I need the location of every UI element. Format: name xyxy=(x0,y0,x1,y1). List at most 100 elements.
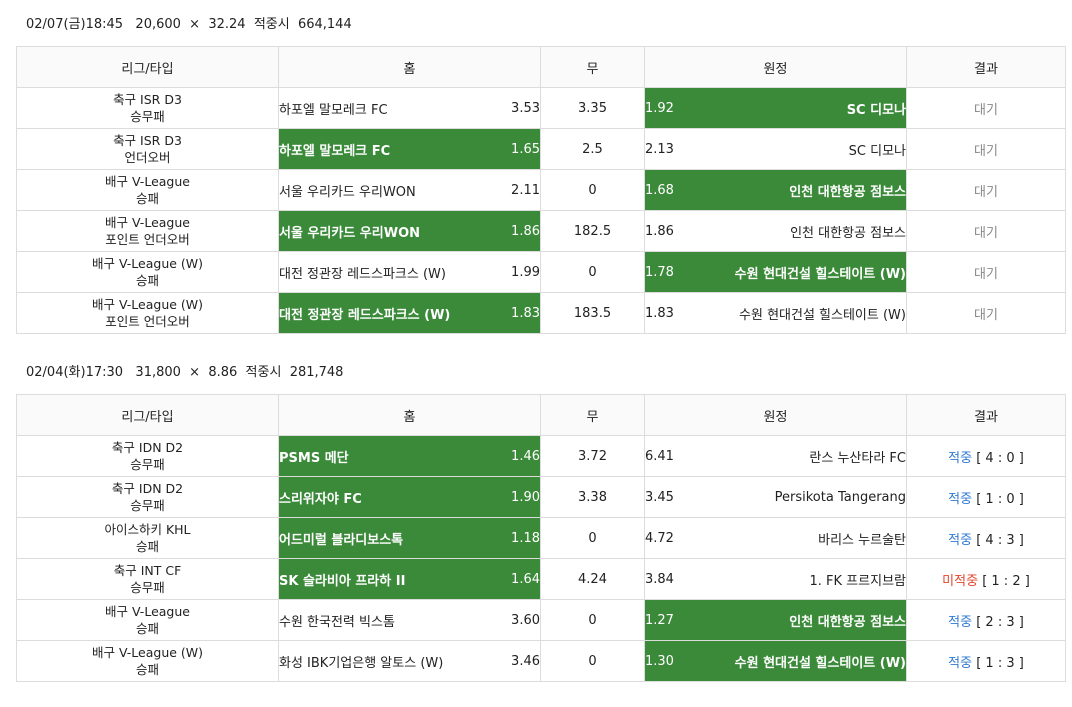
home-cell[interactable]: PSMS 메단 1.46 xyxy=(278,435,541,477)
bet-type: 승패 xyxy=(135,273,159,288)
away-cell[interactable]: 3.45 Persikota Tangerang xyxy=(644,476,907,518)
header-home: 홈 xyxy=(278,394,541,436)
away-team: 수원 현대건설 힐스테이트 (W) xyxy=(734,266,906,282)
away-cell[interactable]: 1.78 수원 현대건설 힐스테이트 (W) xyxy=(644,251,907,293)
result-status: 적중 xyxy=(948,614,973,630)
home-cell[interactable]: 대전 정관장 레드스파크스 (W) 1.83 xyxy=(278,292,541,334)
home-cell[interactable]: 하포엘 말모레크 FC 3.53 xyxy=(278,87,541,129)
away-odds: 3.84 xyxy=(645,571,674,587)
league-name: 축구 INT CF xyxy=(113,563,182,578)
home-team: 하포엘 말모레크 FC xyxy=(279,102,388,118)
result-status: 적중 xyxy=(948,491,973,507)
result-status: 대기 xyxy=(974,307,998,323)
result-cell: 적중 [ 1 : 0 ] xyxy=(906,476,1066,518)
home-cell[interactable]: SK 슬라비아 프라하 II 1.64 xyxy=(278,558,541,600)
away-team: 인천 대한항공 점보스 xyxy=(790,225,906,241)
draw-cell[interactable]: 0 xyxy=(540,169,645,211)
home-team: 수원 한국전력 빅스톰 xyxy=(279,614,395,630)
draw-cell[interactable]: 0 xyxy=(540,517,645,559)
result-status: 미적중 xyxy=(942,573,979,589)
away-cell[interactable]: 3.84 1. FK 프르지브람 xyxy=(644,558,907,600)
league-cell: 아이스하키 KHL 승패 xyxy=(16,517,279,559)
draw-cell[interactable]: 0 xyxy=(540,251,645,293)
home-cell[interactable]: 화성 IBK기업은행 알토스 (W) 3.46 xyxy=(278,640,541,682)
away-cell[interactable]: 6.41 란스 누산타라 FC xyxy=(644,435,907,477)
result-status: 대기 xyxy=(974,143,998,159)
league-name: 축구 IDN D2 xyxy=(111,440,184,455)
table-header-row: 리그/타입 홈 무 원정 결과 xyxy=(16,46,1066,88)
league-cell: 축구 IDN D2 승무패 xyxy=(16,435,279,477)
away-cell[interactable]: 4.72 바리스 누르술탄 xyxy=(644,517,907,559)
league-name: 배구 V-League xyxy=(105,215,190,230)
home-team: SK 슬라비아 프라하 II xyxy=(279,573,406,589)
away-cell[interactable]: 1.83 수원 현대건설 힐스테이트 (W) xyxy=(644,292,907,334)
draw-cell[interactable]: 0 xyxy=(540,640,645,682)
bet-type: 승무패 xyxy=(130,457,165,472)
home-team: 어드미럴 블라디보스톡 xyxy=(279,532,404,548)
draw-cell[interactable]: 3.72 xyxy=(540,435,645,477)
table-row: 배구 V-League 승패 수원 한국전력 빅스톰 3.60 0 1.27 인천 대한항공… xyxy=(16,599,1066,641)
away-wrap: 3.45 Persikota Tangerang xyxy=(645,477,906,517)
bet-table-1: 리그/타입 홈 무 원정 결과 축구 ISR D3 승무패 하포엘 말모레크 FC 3… xyxy=(16,46,1066,334)
bet-summary-1: 02/07(금)18:45 20,600 × 32.24 적중시 664,144 xyxy=(26,17,352,32)
bet-type: 포인트 언더오버 xyxy=(105,232,190,247)
draw-cell[interactable]: 183.5 xyxy=(540,292,645,334)
table-row: 축구 ISR D3 언더오버 하포엘 말모레크 FC 1.65 2.5 2.13 SC 디모… xyxy=(16,128,1066,170)
away-wrap: 1.92 SC 디모나 xyxy=(645,88,906,128)
home-cell[interactable]: 스리위자야 FC 1.90 xyxy=(278,476,541,518)
league-cell: 축구 INT CF 승무패 xyxy=(16,558,279,600)
away-cell[interactable]: 1.30 수원 현대건설 힐스테이트 (W) xyxy=(644,640,907,682)
home-cell[interactable]: 수원 한국전력 빅스톰 3.60 xyxy=(278,599,541,641)
draw-cell[interactable]: 0 xyxy=(540,599,645,641)
away-wrap: 1.83 수원 현대건설 힐스테이트 (W) xyxy=(645,293,906,333)
home-cell[interactable]: 어드미럴 블라디보스톡 1.18 xyxy=(278,517,541,559)
home-cell[interactable]: 하포엘 말모레크 FC 1.65 xyxy=(278,128,541,170)
home-team: 스리위자야 FC xyxy=(279,491,362,507)
away-cell[interactable]: 1.27 인천 대한항공 점보스 xyxy=(644,599,907,641)
home-odds: 1.90 xyxy=(511,489,540,505)
draw-cell[interactable]: 2.5 xyxy=(540,128,645,170)
draw-cell[interactable]: 3.38 xyxy=(540,476,645,518)
table-row: 배구 V-League (W) 승패 대전 정관장 레드스파크스 (W) 1.99 0 1… xyxy=(16,251,1066,293)
away-cell[interactable]: 1.86 인천 대한항공 점보스 xyxy=(644,210,907,252)
home-cell[interactable]: 대전 정관장 레드스파크스 (W) 1.99 xyxy=(278,251,541,293)
away-team: 수원 현대건설 힐스테이트 (W) xyxy=(739,307,906,323)
result-cell: 대기 xyxy=(906,128,1066,170)
home-wrap: 어드미럴 블라디보스톡 1.18 xyxy=(279,518,540,558)
away-team: SC 디모나 xyxy=(846,102,906,118)
league-name: 배구 V-League (W) xyxy=(91,297,204,312)
away-cell[interactable]: 2.13 SC 디모나 xyxy=(644,128,907,170)
away-wrap: 4.72 바리스 누르술탄 xyxy=(645,518,906,558)
away-cell[interactable]: 1.92 SC 디모나 xyxy=(644,87,907,129)
bet-type: 승무패 xyxy=(130,109,165,124)
away-wrap: 2.13 SC 디모나 xyxy=(645,129,906,169)
home-odds: 3.46 xyxy=(511,653,540,669)
league-cell: 축구 IDN D2 승무패 xyxy=(16,476,279,518)
away-wrap: 1.86 인천 대한항공 점보스 xyxy=(645,211,906,251)
result-cell: 미적중 [ 1 : 2 ] xyxy=(906,558,1066,600)
table-row: 아이스하키 KHL 승패 어드미럴 블라디보스톡 1.18 0 4.72 바리스 누르술탄 적… xyxy=(16,517,1066,559)
header-draw: 무 xyxy=(540,46,645,88)
bet-summary-2: 02/04(화)17:30 31,800 × 8.86 적중시 281,748 xyxy=(26,365,344,380)
table-row: 축구 IDN D2 승무패 스리위자야 FC 1.90 3.38 3.45 Persikot… xyxy=(16,476,1066,518)
league-cell: 배구 V-League (W) 포인트 언더오버 xyxy=(16,292,279,334)
away-odds: 1.92 xyxy=(645,100,674,116)
result-score: [ 1 : 3 ] xyxy=(976,655,1024,671)
away-cell[interactable]: 1.68 인천 대한항공 점보스 xyxy=(644,169,907,211)
away-team: 인천 대한항공 점보스 xyxy=(789,184,906,200)
away-team: 바리스 누르술탄 xyxy=(818,532,906,548)
table-header-row: 리그/타입 홈 무 원정 결과 xyxy=(16,394,1066,436)
bet-table-2: 리그/타입 홈 무 원정 결과 축구 IDN D2 승무패 PSMS 메단 1.46 3… xyxy=(16,394,1066,682)
away-odds: 1.78 xyxy=(645,264,674,280)
home-cell[interactable]: 서울 우리카드 우리WON 2.11 xyxy=(278,169,541,211)
header-away: 원정 xyxy=(644,46,907,88)
draw-cell[interactable]: 182.5 xyxy=(540,210,645,252)
draw-cell[interactable]: 3.35 xyxy=(540,87,645,129)
away-odds: 1.27 xyxy=(645,612,674,628)
home-wrap: 스리위자야 FC 1.90 xyxy=(279,477,540,517)
result-cell: 적중 [ 4 : 3 ] xyxy=(906,517,1066,559)
away-team: 수원 현대건설 힐스테이트 (W) xyxy=(734,655,906,671)
league-name: 배구 V-League (W) xyxy=(91,645,204,660)
draw-cell[interactable]: 4.24 xyxy=(540,558,645,600)
home-cell[interactable]: 서울 우리카드 우리WON 1.86 xyxy=(278,210,541,252)
